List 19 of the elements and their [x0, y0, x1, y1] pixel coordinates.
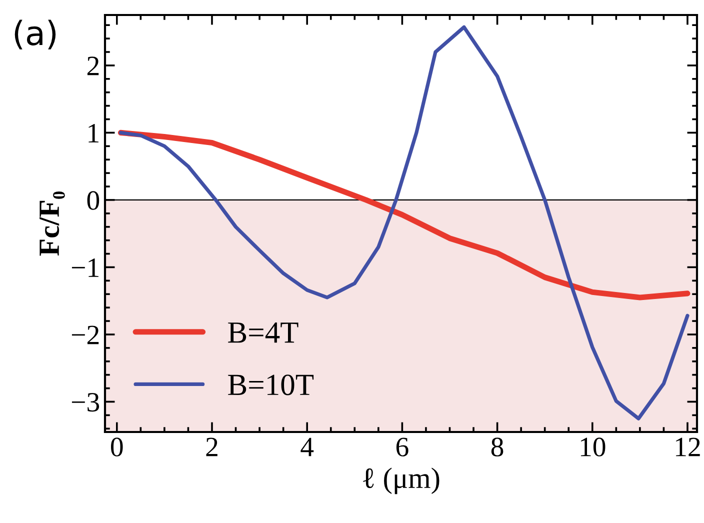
y-tick-label: 1	[88, 124, 98, 142]
line-series	[118, 25, 690, 420]
y-tick-label: −3	[72, 392, 100, 412]
chart-title: (a)	[14, 20, 56, 50]
x-tick-label: 2	[206, 438, 218, 456]
y-tick-label: −1	[72, 258, 98, 277]
x-tick-label: 8	[491, 438, 504, 456]
y-axis-title: Fc/F₀	[40, 191, 65, 256]
legend-label: B=10T	[228, 374, 314, 396]
x-tick-label: 12	[676, 438, 700, 456]
x-tick-label: 4	[300, 438, 314, 456]
y-tick-label: 2	[87, 56, 99, 76]
x-axis-title: ℓ (μm)	[363, 468, 440, 494]
y-tick-label: −2	[72, 326, 99, 344]
x-tick-label: 6	[396, 438, 408, 456]
x-tick-label: 10	[580, 438, 606, 456]
legend-label: B=4T	[228, 322, 298, 343]
x-tick-label: 0	[111, 438, 123, 456]
y-tick-label: 0	[87, 191, 100, 210]
